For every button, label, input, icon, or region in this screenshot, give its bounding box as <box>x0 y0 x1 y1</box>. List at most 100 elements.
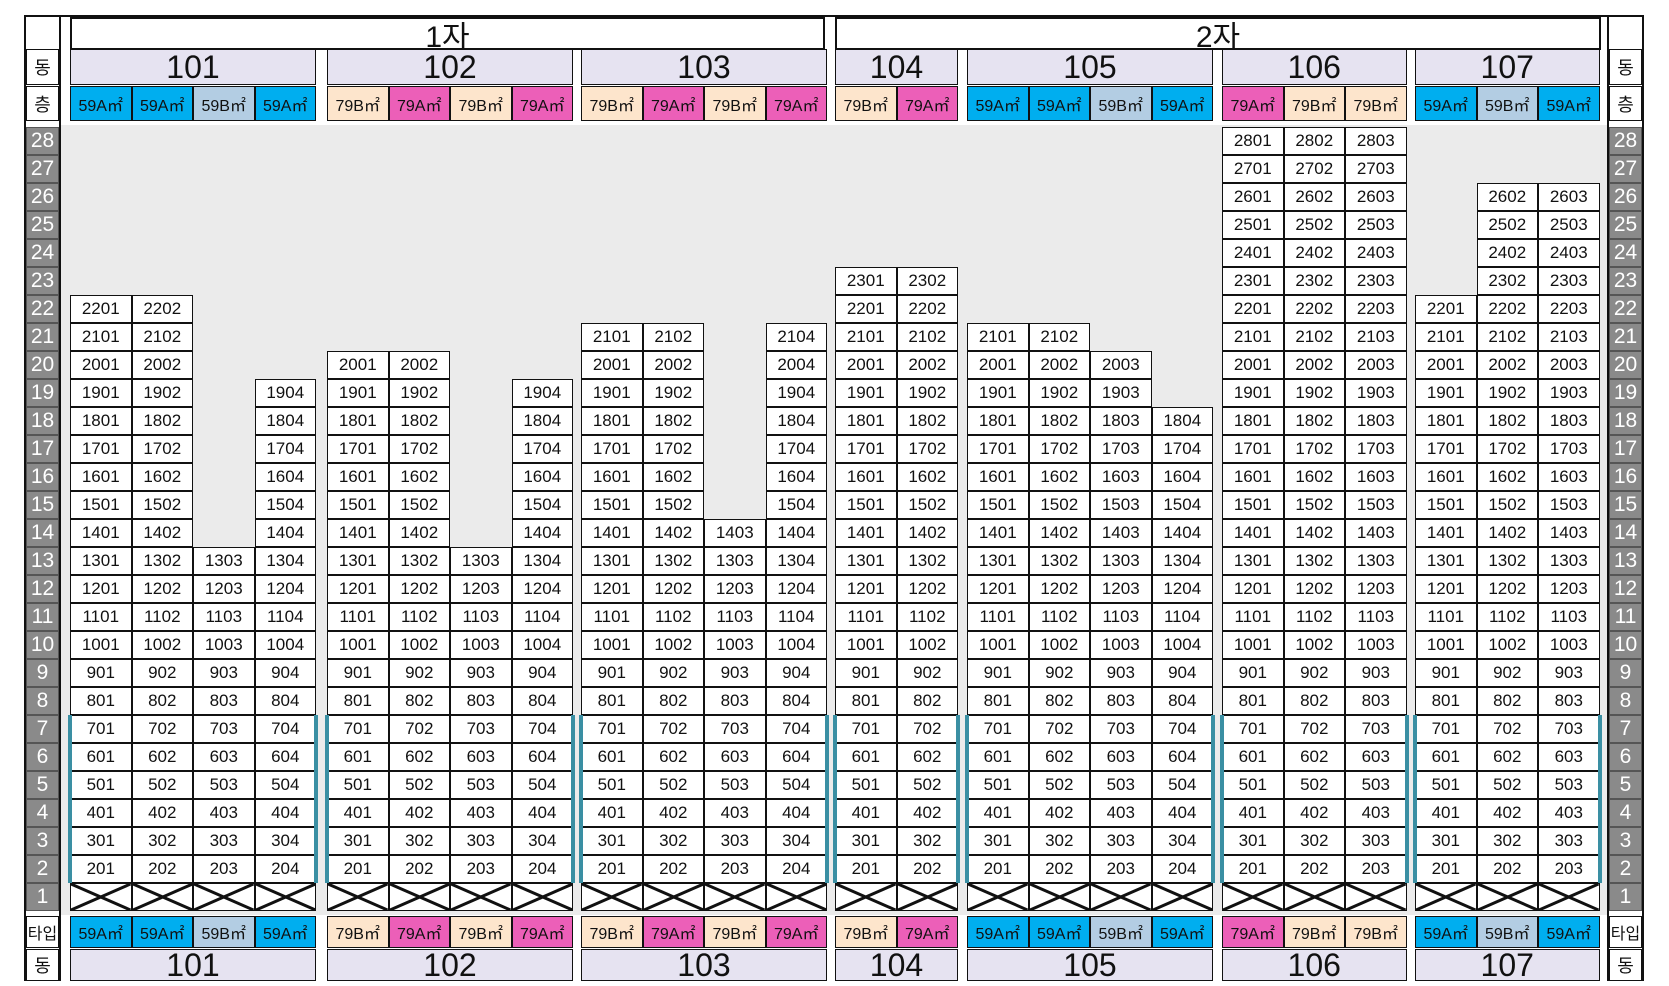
unit-cell: 904 <box>511 659 573 687</box>
unit-cell: 1101 <box>1222 603 1284 631</box>
pilotis-cross-icon <box>1153 884 1213 910</box>
unit-cell: 301 <box>327 827 389 855</box>
left-floor-number: 5 <box>26 771 59 799</box>
unit-cell: 603 <box>1090 743 1152 771</box>
unit-cell: 1801 <box>835 407 897 435</box>
unit-cell: 2101 <box>70 323 132 351</box>
unit-cell: 503 <box>1090 771 1152 799</box>
unit-cell: 1101 <box>1415 603 1477 631</box>
unit-cell: 1804 <box>254 407 316 435</box>
unit-cell: 902 <box>1476 659 1538 687</box>
unit-cell: 1103 <box>1090 603 1152 631</box>
left-type-label: 타입 <box>26 916 59 948</box>
unit-cell: 403 <box>1090 799 1152 827</box>
right-floor-number: 16 <box>1609 463 1642 491</box>
unit-cell: 1501 <box>581 491 643 519</box>
unit-type-cell-bottom: 59A㎡ <box>1415 916 1477 948</box>
unit-cell: 2302 <box>1283 267 1345 295</box>
unit-cell: 502 <box>1028 771 1090 799</box>
unit-cell: 2201 <box>70 295 132 323</box>
unit-cell: 1903 <box>1538 379 1600 407</box>
unit-cell: 503 <box>1345 771 1407 799</box>
unit-cell: 1404 <box>765 519 827 547</box>
unit-cell: 1902 <box>1028 379 1090 407</box>
right-floor-number: 8 <box>1609 687 1642 715</box>
unit-cell: 1102 <box>388 603 450 631</box>
right-floor-number: 3 <box>1609 827 1642 855</box>
unit-cell: 1802 <box>1476 407 1538 435</box>
left-floor-number: 3 <box>26 827 59 855</box>
unit-cell: 1902 <box>1283 379 1345 407</box>
unit-cell: 2001 <box>70 351 132 379</box>
unit-cell: 1602 <box>131 463 193 491</box>
unit-cell: 301 <box>967 827 1029 855</box>
unit-cell: 1302 <box>1476 547 1538 575</box>
unit-cell: 804 <box>511 687 573 715</box>
unit-cell: 2003 <box>1090 351 1152 379</box>
unit-cell: 1701 <box>1222 435 1284 463</box>
right-floor-number: 22 <box>1609 295 1642 323</box>
pilotis-cell <box>511 883 573 911</box>
unit-cell: 701 <box>835 715 897 743</box>
unit-cell: 202 <box>131 855 193 883</box>
unit-cell: 202 <box>896 855 958 883</box>
unit-cell: 901 <box>1415 659 1477 687</box>
unit-cell: 1502 <box>388 491 450 519</box>
unit-type-cell-top: 59B㎡ <box>1476 86 1538 121</box>
unit-cell: 1001 <box>1222 631 1284 659</box>
unit-cell: 701 <box>967 715 1029 743</box>
unit-cell: 2102 <box>1476 323 1538 351</box>
right-floor-number: 25 <box>1609 211 1642 239</box>
unit-cell: 502 <box>131 771 193 799</box>
unit-type-cell-top: 59A㎡ <box>1151 86 1213 121</box>
unit-cell: 702 <box>1028 715 1090 743</box>
pilotis-cell <box>1151 883 1213 911</box>
pilotis-cell <box>765 883 827 911</box>
unit-type-cell-bottom: 79B㎡ <box>1283 916 1345 948</box>
unit-cell: 301 <box>70 827 132 855</box>
unit-cell: 1504 <box>765 491 827 519</box>
unit-cell: 2603 <box>1345 183 1407 211</box>
unit-cell: 903 <box>704 659 766 687</box>
unit-cell: 1402 <box>642 519 704 547</box>
unit-cell: 803 <box>450 687 512 715</box>
unit-cell: 201 <box>967 855 1029 883</box>
unit-cell: 1001 <box>835 631 897 659</box>
unit-type-cell-top: 79A㎡ <box>388 86 450 121</box>
unit-cell: 504 <box>511 771 573 799</box>
unit-cell: 2802 <box>1283 127 1345 155</box>
unit-cell: 1604 <box>1151 463 1213 491</box>
building-101-name-top: 101 <box>70 49 316 85</box>
unit-cell: 2104 <box>765 323 827 351</box>
unit-cell: 1804 <box>511 407 573 435</box>
unit-cell: 1903 <box>1090 379 1152 407</box>
unit-cell: 1203 <box>450 575 512 603</box>
unit-cell: 1001 <box>967 631 1029 659</box>
unit-cell: 2202 <box>1476 295 1538 323</box>
pilotis-cell <box>1028 883 1090 911</box>
unit-cell: 1602 <box>896 463 958 491</box>
unit-cell: 601 <box>835 743 897 771</box>
left-floor-number: 4 <box>26 799 59 827</box>
unit-cell: 901 <box>1222 659 1284 687</box>
left-floor-number: 14 <box>26 519 59 547</box>
inner-right-frame <box>1607 17 1609 981</box>
unit-cell: 1203 <box>1345 575 1407 603</box>
unit-cell: 1301 <box>581 547 643 575</box>
unit-type-cell-top: 79B㎡ <box>581 86 643 121</box>
unit-cell: 1802 <box>131 407 193 435</box>
unit-cell: 801 <box>967 687 1029 715</box>
unit-cell: 1402 <box>1476 519 1538 547</box>
unit-cell: 2002 <box>896 351 958 379</box>
building-103-name-bottom: 103 <box>581 947 827 983</box>
unit-cell: 2803 <box>1345 127 1407 155</box>
unit-cell: 1301 <box>1222 547 1284 575</box>
unit-cell: 2002 <box>1028 351 1090 379</box>
pilotis-cross-icon <box>1223 884 1283 910</box>
unit-cell: 2001 <box>835 351 897 379</box>
unit-cell: 802 <box>642 687 704 715</box>
right-floor-number: 21 <box>1609 323 1642 351</box>
unit-cell: 1503 <box>1538 491 1600 519</box>
phase-header-2: 2자 <box>835 17 1601 54</box>
unit-type-cell-bottom: 79A㎡ <box>896 916 958 948</box>
